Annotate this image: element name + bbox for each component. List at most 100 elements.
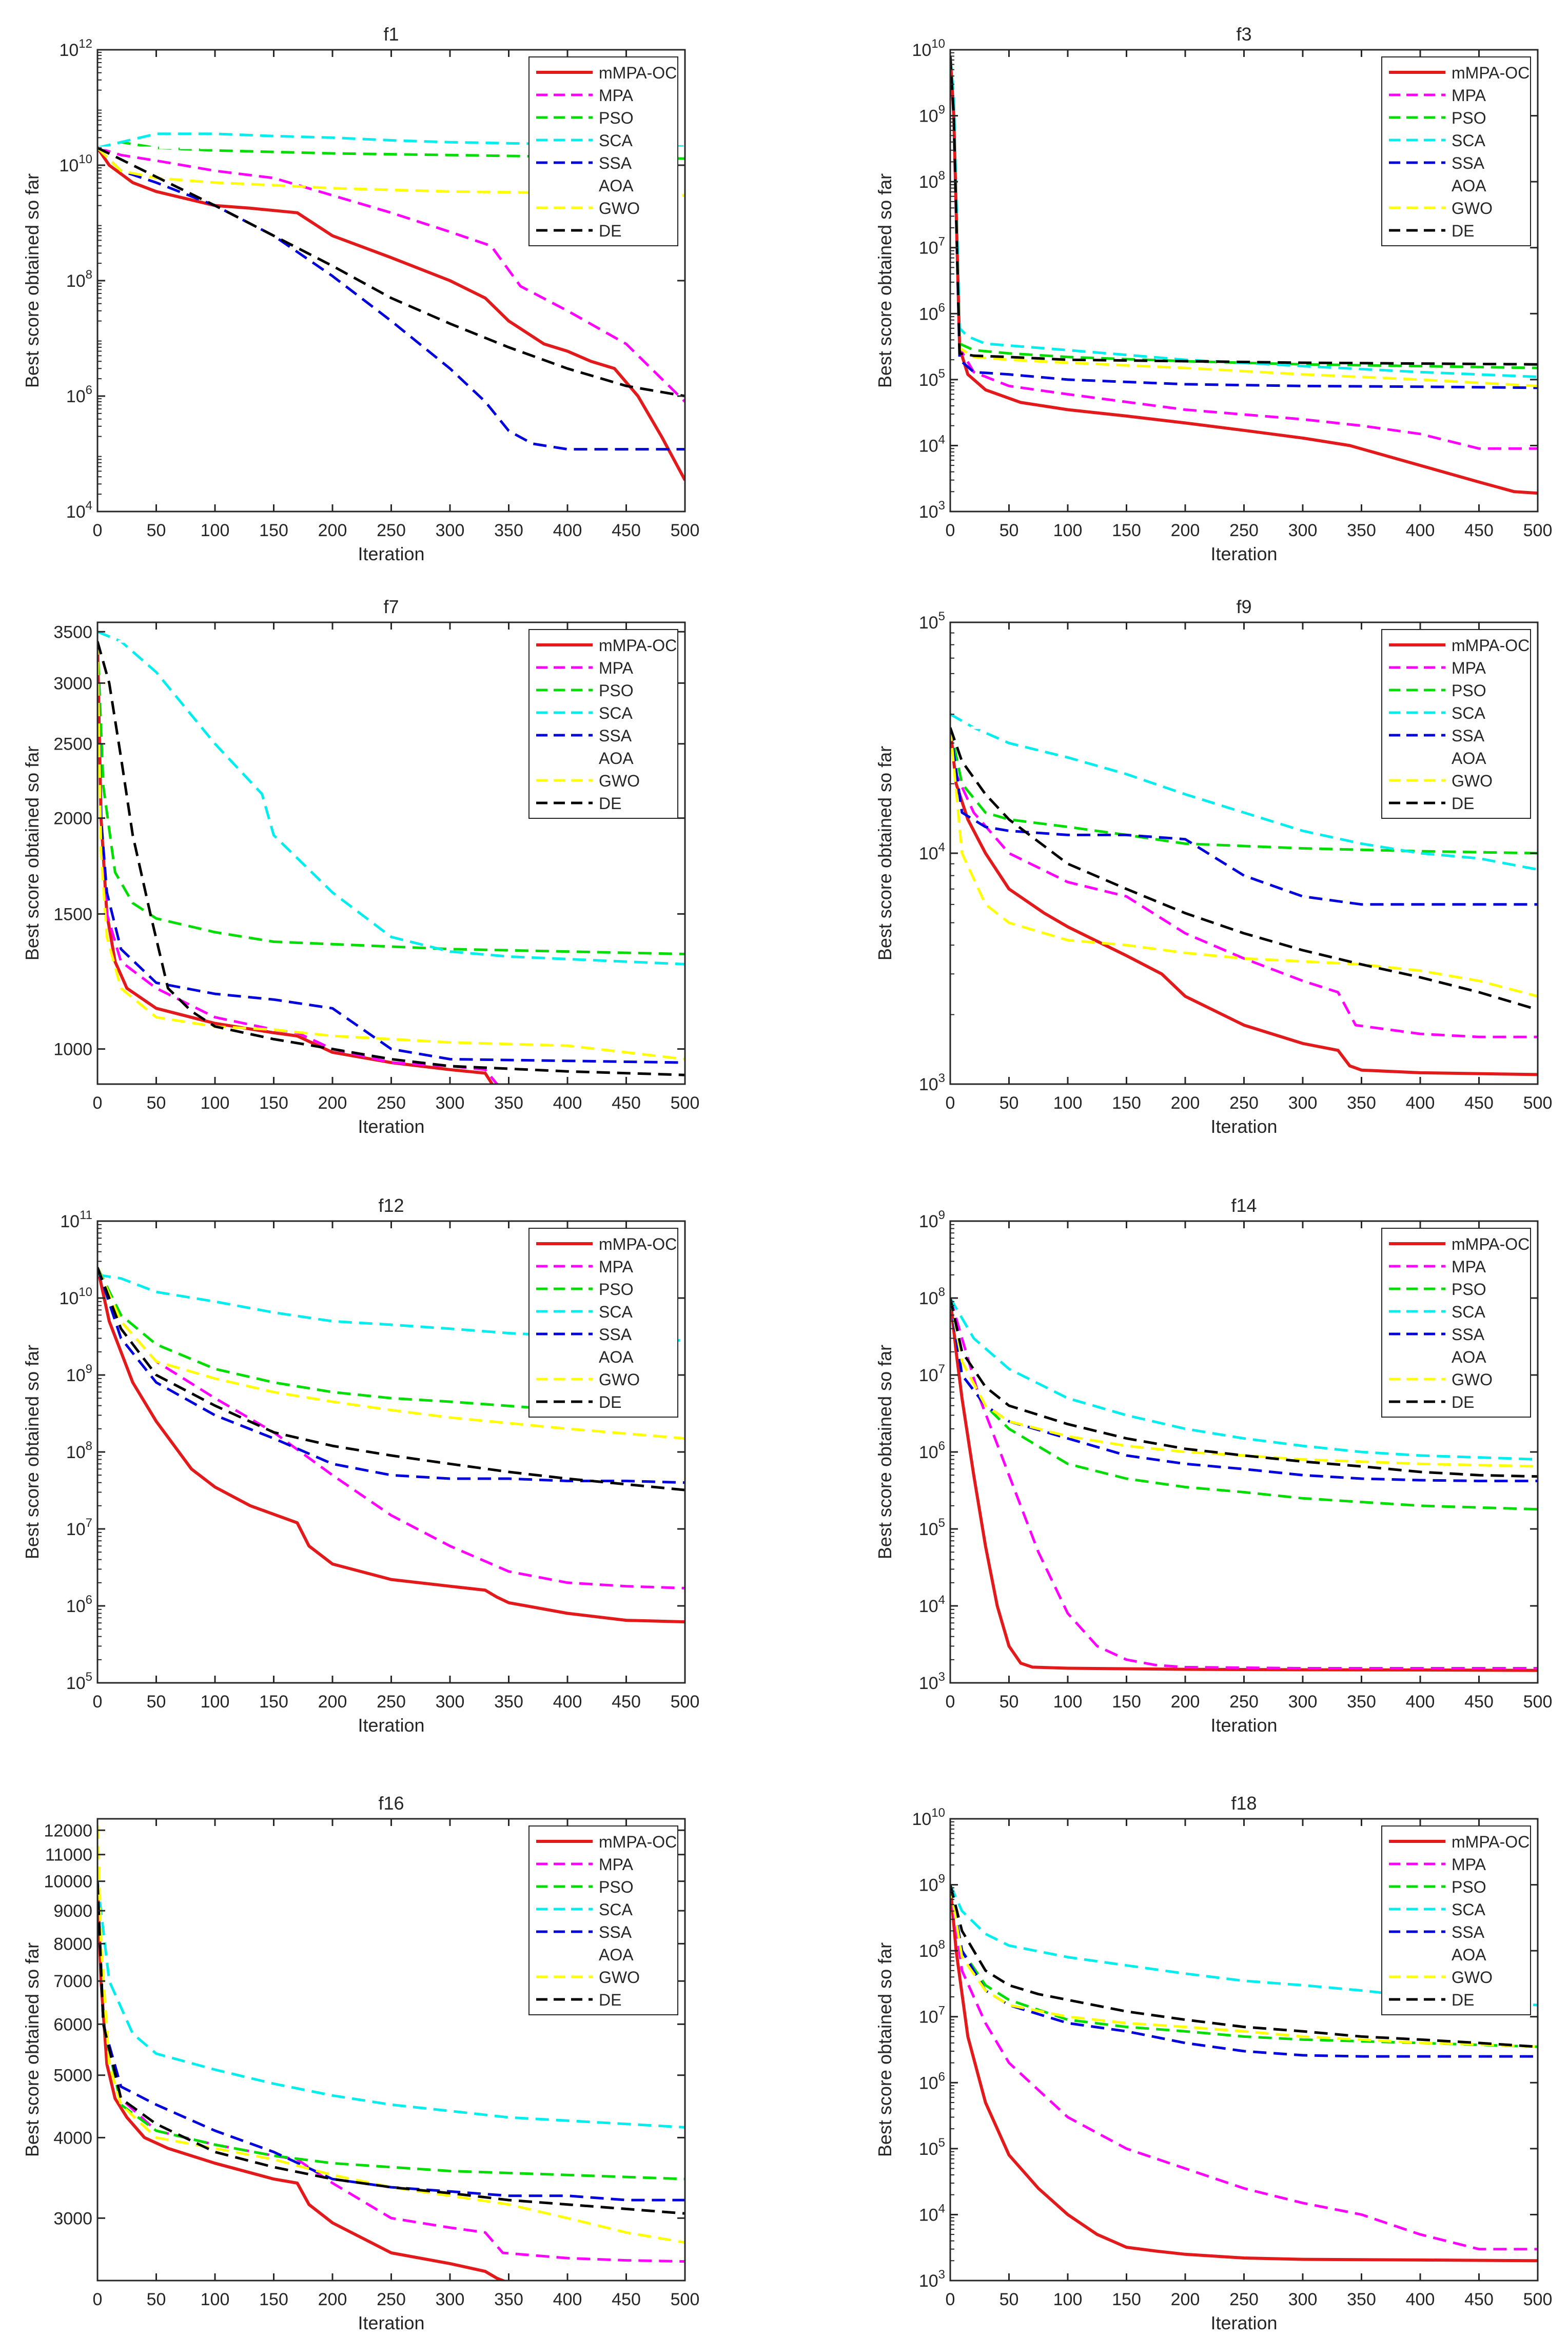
chart-f9-legend-box <box>1381 629 1531 819</box>
chart-f14-legend-label-sca: SCA <box>1452 1303 1485 1321</box>
chart-f3-series-mmpa-oc <box>950 56 1538 495</box>
chart-f12-legend-label-de: DE <box>599 1393 621 1411</box>
chart-f7-xtick-label: 200 <box>318 1093 347 1113</box>
chart-f7-legend-label-de: DE <box>599 794 621 813</box>
chart-f1-legend-label-de: DE <box>599 222 621 240</box>
chart-f9: 0 50 100 150 200 250 300 350 400 450 500 103 104 105 f… <box>874 596 1552 1137</box>
chart-f1-xtick-label: 150 <box>259 521 288 540</box>
chart-f16-series-mpa <box>97 1881 685 2263</box>
chart-f14-legend-label-gwo: GWO <box>1452 1370 1493 1389</box>
chart-f7-xtick-label: 150 <box>259 1093 288 1113</box>
chart-f18-series-pso <box>950 1884 1538 2048</box>
chart-f18-series-gwo <box>950 1884 1538 2048</box>
chart-f18-xtick-label: 50 <box>999 2290 1019 2309</box>
chart-f18-ytick-label: 106 <box>919 2070 945 2093</box>
chart-f16-ytick-label: 6000 <box>53 2015 92 2034</box>
chart-f3-xtick-label: 100 <box>1053 521 1083 540</box>
chart-f18-xtick-label: 100 <box>1053 2290 1083 2309</box>
chart-f16-xtick-label: 200 <box>318 2290 347 2309</box>
chart-f18-xtick-label: 200 <box>1171 2290 1200 2309</box>
chart-f12-xtick-label: 500 <box>671 1692 700 1712</box>
chart-f14-xtick-label: 350 <box>1347 1692 1376 1712</box>
chart-f12: 0 50 100 150 200 250 300 350 400 450 500 105 106 107 1… <box>22 1195 699 1736</box>
chart-f14-legend-label-de: DE <box>1452 1393 1474 1411</box>
chart-f7-xlabel: Iteration <box>358 1116 424 1137</box>
chart-f7-xtick-label: 300 <box>436 1093 465 1113</box>
chart-f14-ytick-label: 108 <box>919 1285 945 1308</box>
chart-f12-xtick-label: 350 <box>494 1692 523 1712</box>
chart-f1-xtick-label: 350 <box>494 521 523 540</box>
chart-f18-title: f18 <box>1231 1793 1257 1814</box>
chart-f7-xtick-label: 400 <box>553 1093 582 1113</box>
chart-f9-series-de <box>950 727 1538 1011</box>
chart-f7-xtick-label: 500 <box>671 1093 700 1113</box>
chart-f14-legend-box <box>1381 1228 1531 1418</box>
chart-f14: 0 50 100 150 200 250 300 350 400 450 500 103 104 105 1… <box>874 1195 1552 1736</box>
chart-f16-legend-label-mpa: MPA <box>599 1855 634 1874</box>
chart-f9-legend-label-ssa: SSA <box>1452 726 1485 745</box>
chart-f12-ytick-label: 1010 <box>59 1285 92 1308</box>
chart-f14-legend-label-pso: PSO <box>1452 1280 1486 1299</box>
chart-f3-ytick-label: 104 <box>919 433 945 456</box>
chart-f18-legend-label-pso: PSO <box>1452 1878 1486 1896</box>
chart-f16-ytick-label: 12000 <box>44 1821 92 1840</box>
chart-f14-legend-label-ssa: SSA <box>1452 1325 1485 1344</box>
chart-f7-xtick-label: 350 <box>494 1093 523 1113</box>
chart-f12-series-sca <box>97 1273 685 1342</box>
chart-f18-xtick-label: 0 <box>946 2290 955 2309</box>
chart-f1-ylabel: Best score obtained so far <box>22 173 43 388</box>
chart-f14-legend-label-mmpa-oc: mMPA-OC <box>1452 1235 1530 1253</box>
chart-f12-legend-label-mpa: MPA <box>599 1258 634 1276</box>
chart-f12-ytick-label: 108 <box>66 1439 92 1462</box>
chart-f1-series-ssa <box>97 147 685 451</box>
chart-f3-ytick-label: 106 <box>919 301 945 324</box>
chart-f16-series-gwo <box>97 1825 685 2244</box>
chart-f18-ytick-label: 1010 <box>912 1806 945 1829</box>
chart-f14-xtick-label: 450 <box>1464 1692 1494 1712</box>
chart-f16-legend-label-pso: PSO <box>599 1878 634 1896</box>
chart-f18-xtick-label: 250 <box>1229 2290 1259 2309</box>
chart-f18-legend-label-de: DE <box>1452 1991 1474 2009</box>
chart-f9-legend-label-mpa: MPA <box>1452 659 1486 677</box>
chart-f12-ytick-label: 107 <box>66 1516 92 1539</box>
chart-f16-ytick-label: 10000 <box>44 1872 92 1892</box>
chart-f18-legend: mMPA-OC MPA PSO SCA SSA AOA GWO DE <box>1381 1825 1531 2015</box>
chart-f18-ytick-label: 105 <box>919 2136 945 2159</box>
chart-f12-title: f12 <box>378 1195 404 1216</box>
chart-f9-ylabel: Best score obtained so far <box>874 746 895 960</box>
chart-f3-legend-label-sca: SCA <box>1452 131 1485 150</box>
chart-f14-series-gwo <box>950 1298 1538 1468</box>
chart-f16-series-sca <box>97 1881 685 2129</box>
chart-f16-legend-label-gwo: GWO <box>599 1968 640 1987</box>
chart-f7-legend-label-aoa: AOA <box>599 749 634 768</box>
chart-f3-legend-label-mmpa-oc: mMPA-OC <box>1452 64 1530 82</box>
chart-f18-legend-box <box>1381 1825 1531 2015</box>
chart-f9-xtick-label: 400 <box>1406 1093 1435 1113</box>
chart-f7-ytick-label: 3500 <box>53 622 92 642</box>
chart-f7-series-ssa <box>97 641 685 1064</box>
chart-f9-xtick-label: 350 <box>1347 1093 1376 1113</box>
chart-f18-legend-label-gwo: GWO <box>1452 1968 1493 1987</box>
chart-f7-legend-label-gwo: GWO <box>599 772 640 790</box>
chart-f1-series-mmpa-oc <box>97 147 685 481</box>
chart-f16: 0 50 100 150 200 250 300 350 400 450 500 3000 4000 50… <box>22 1793 699 2333</box>
chart-f12-series-ssa <box>97 1267 685 1484</box>
chart-f9-ytick-label: 105 <box>919 610 945 633</box>
chart-f1-xtick-label: 450 <box>612 521 641 540</box>
chart-f14-legend-label-mpa: MPA <box>1452 1258 1486 1276</box>
chart-f14-xtick-label: 300 <box>1288 1692 1318 1712</box>
chart-f7-xtick-label: 100 <box>201 1093 230 1113</box>
chart-f1-legend-box <box>528 56 678 246</box>
chart-f1-legend: mMPA-OC MPA PSO SCA SSA AOA GWO DE <box>528 56 678 246</box>
chart-f9-legend-label-mmpa-oc: mMPA-OC <box>1452 636 1530 655</box>
chart-f9-series-sca <box>950 713 1538 871</box>
chart-f9-legend: mMPA-OC MPA PSO SCA SSA AOA GWO DE <box>1381 629 1531 819</box>
chart-f7-ytick-label: 3000 <box>53 674 92 693</box>
chart-f1: 0 50 100 150 200 250 300 350 400 450 500 104 106 108 1… <box>22 24 699 564</box>
chart-f9-xtick-label: 300 <box>1288 1093 1318 1113</box>
chart-f7-series-de <box>97 641 685 1076</box>
chart-f18-xlabel: Iteration <box>1210 2312 1277 2333</box>
chart-f12-legend-label-sca: SCA <box>599 1303 633 1321</box>
chart-f18-series-mpa <box>950 1884 1538 2251</box>
